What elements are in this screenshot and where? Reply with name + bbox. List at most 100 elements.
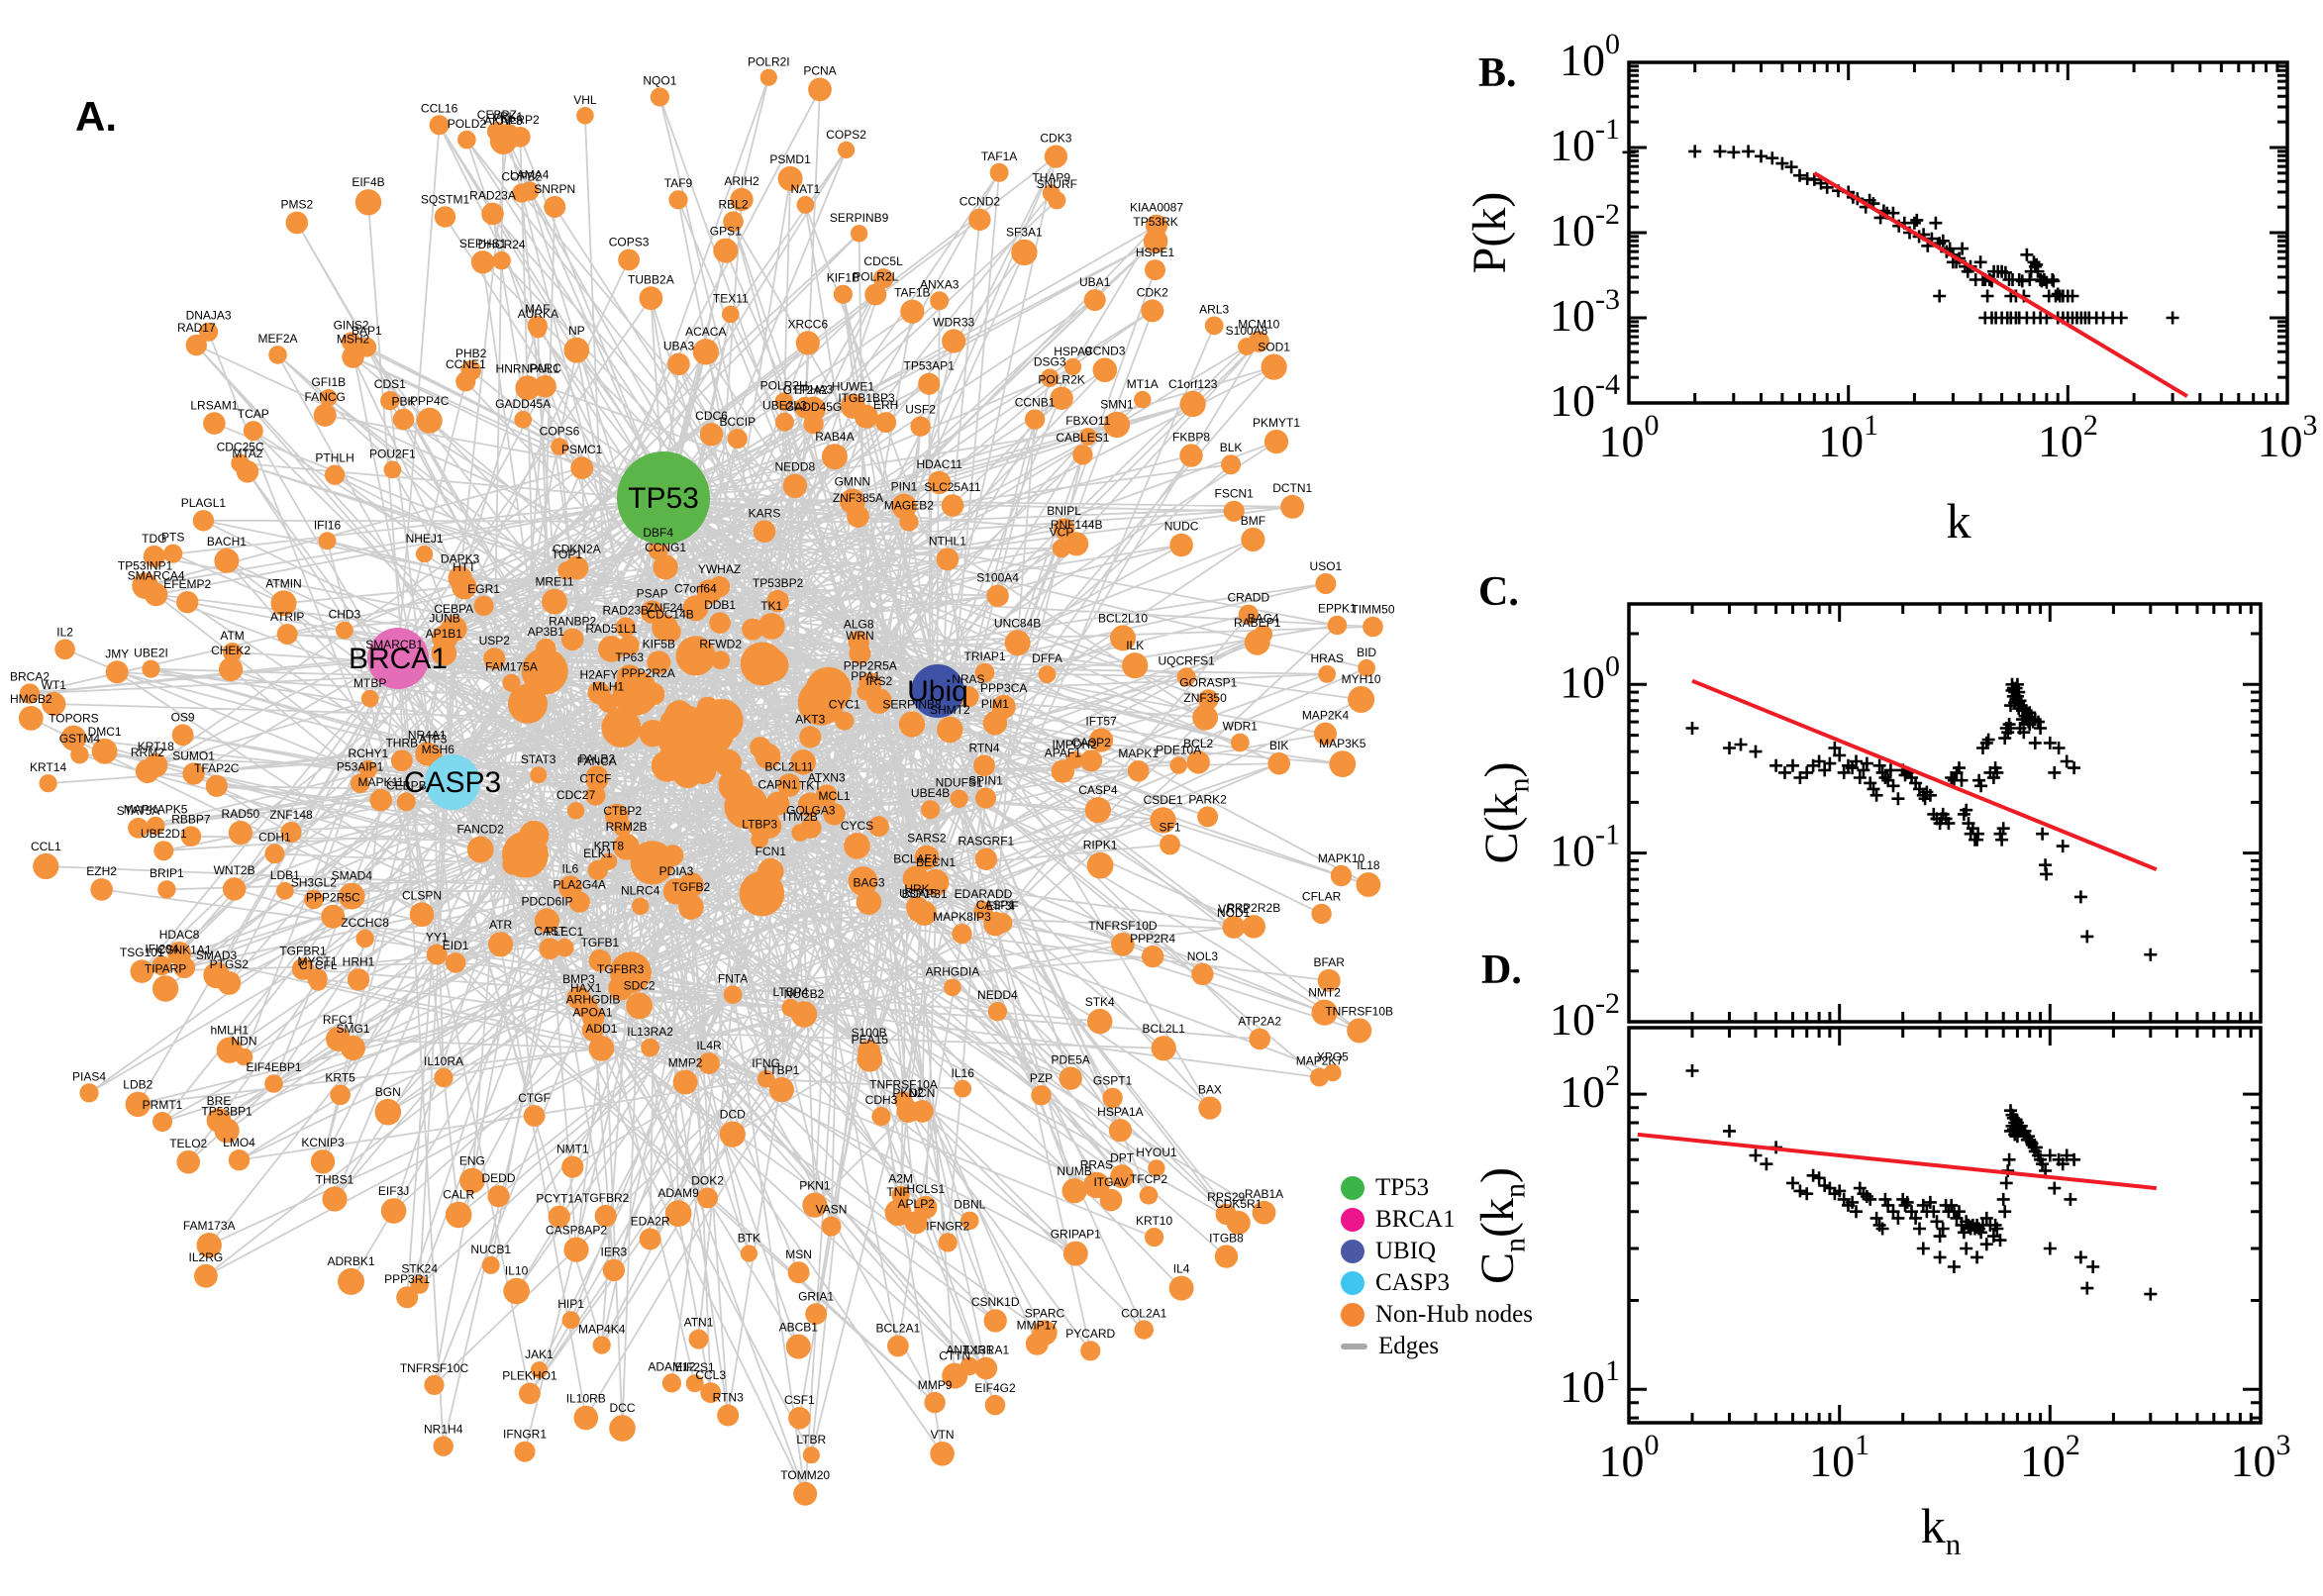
network-node[interactable] [79, 1083, 99, 1103]
network-node[interactable] [358, 759, 378, 779]
network-node[interactable] [460, 359, 482, 381]
network-node[interactable] [270, 590, 297, 617]
network-node[interactable] [1280, 494, 1305, 519]
network-node[interactable] [185, 334, 207, 356]
network-node[interactable] [942, 329, 966, 353]
network-node[interactable] [793, 1481, 818, 1506]
network-node[interactable] [1053, 518, 1075, 540]
network-node[interactable] [380, 1198, 407, 1224]
network-node[interactable] [723, 211, 744, 232]
network-node[interactable] [1059, 1066, 1082, 1090]
network-node[interactable] [1222, 915, 1246, 939]
network-node[interactable] [264, 844, 285, 864]
network-node[interactable] [1330, 864, 1353, 887]
network-node[interactable] [1141, 945, 1164, 968]
network-node[interactable] [502, 673, 521, 692]
network-node[interactable] [544, 195, 566, 218]
network-node[interactable] [698, 1052, 720, 1074]
network-node[interactable] [640, 600, 664, 624]
network-node[interactable] [912, 901, 937, 926]
network-node[interactable] [805, 1303, 827, 1325]
network-node[interactable] [214, 548, 240, 573]
network-node[interactable] [356, 337, 377, 357]
network-node[interactable] [581, 1019, 604, 1042]
network-node[interactable] [717, 1404, 740, 1427]
network-node[interactable] [983, 912, 1008, 937]
network-node[interactable] [70, 746, 89, 764]
network-node[interactable] [573, 1405, 599, 1431]
network-node[interactable] [416, 407, 443, 434]
network-node[interactable] [1145, 1228, 1164, 1247]
network-node[interactable] [519, 1382, 541, 1405]
network-node[interactable] [802, 1192, 828, 1218]
network-node[interactable] [896, 1099, 920, 1123]
network-node[interactable] [918, 372, 941, 395]
network-node[interactable] [1134, 390, 1152, 409]
network-node[interactable] [291, 957, 315, 980]
network-node[interactable] [481, 1255, 500, 1274]
network-node[interactable] [1086, 851, 1114, 879]
network-node[interactable] [626, 992, 653, 1020]
network-node[interactable] [938, 1233, 958, 1252]
network-node[interactable] [1169, 533, 1193, 557]
network-node[interactable] [808, 77, 832, 102]
network-node[interactable] [369, 788, 393, 812]
network-node[interactable] [984, 1394, 1006, 1416]
network-node[interactable] [1214, 1245, 1239, 1268]
network-node[interactable] [1169, 756, 1187, 774]
network-node[interactable] [350, 773, 370, 794]
network-node[interactable] [795, 331, 820, 355]
network-node[interactable] [1078, 428, 1097, 446]
network-node[interactable] [1150, 807, 1176, 834]
network-node[interactable] [1267, 751, 1290, 775]
network-node[interactable] [534, 908, 560, 934]
network-node[interactable] [560, 628, 584, 651]
network-node[interactable] [1252, 1200, 1276, 1225]
network-node[interactable] [576, 107, 594, 125]
network-node[interactable] [777, 773, 801, 797]
network-node[interactable] [280, 822, 302, 844]
network-node[interactable] [152, 955, 172, 976]
network-node[interactable] [228, 821, 252, 846]
network-node[interactable] [205, 774, 228, 798]
network-node[interactable] [152, 975, 179, 1002]
network-node[interactable] [176, 591, 199, 614]
network-node[interactable] [1061, 1178, 1087, 1204]
network-node[interactable] [751, 831, 768, 848]
network-node[interactable] [1311, 999, 1338, 1026]
network-node[interactable] [821, 444, 848, 470]
network-node[interactable] [777, 165, 803, 191]
network-node[interactable] [321, 904, 346, 929]
network-node[interactable] [1176, 667, 1196, 687]
network-node[interactable] [539, 938, 561, 960]
network-node[interactable] [268, 346, 287, 364]
network-node[interactable] [473, 595, 494, 617]
network-node[interactable] [429, 115, 450, 136]
network-node[interactable] [1347, 1018, 1372, 1044]
network-node[interactable] [711, 650, 731, 670]
network-node[interactable] [338, 882, 365, 910]
network-node[interactable] [322, 1186, 348, 1212]
network-node[interactable] [709, 612, 731, 634]
network-node[interactable] [409, 902, 435, 928]
network-node[interactable] [192, 510, 215, 532]
network-node[interactable] [930, 291, 950, 311]
network-node[interactable] [304, 889, 324, 910]
network-node[interactable] [688, 1329, 709, 1349]
network-node[interactable] [264, 1074, 283, 1093]
network-node[interactable] [1198, 1096, 1222, 1120]
network-node[interactable] [410, 1275, 429, 1294]
network-node[interactable] [1127, 760, 1150, 782]
network-node[interactable] [1192, 704, 1218, 731]
network-node[interactable] [176, 1149, 200, 1174]
network-node[interactable] [1197, 806, 1219, 828]
network-node[interactable] [125, 1091, 151, 1118]
network-node[interactable] [1064, 532, 1089, 556]
network-node[interactable] [844, 833, 870, 859]
network-node[interactable] [1179, 444, 1203, 467]
network-node[interactable] [146, 816, 165, 836]
network-node[interactable] [983, 1309, 1007, 1333]
network-node[interactable] [483, 648, 506, 670]
network-node[interactable] [503, 1277, 530, 1305]
network-node[interactable] [914, 845, 940, 870]
